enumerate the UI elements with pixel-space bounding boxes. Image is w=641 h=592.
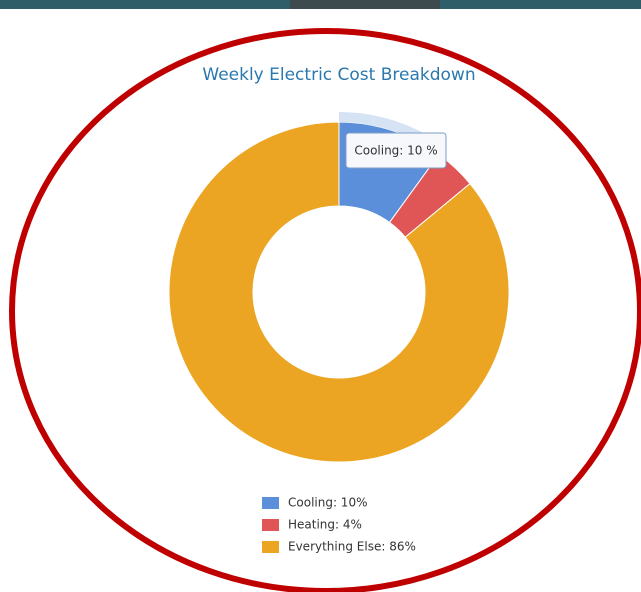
- legend-swatch: [262, 519, 279, 531]
- annotation-circle: [9, 28, 641, 592]
- legend-label: Heating: 4%: [288, 518, 362, 532]
- legend-swatch: [262, 497, 279, 509]
- legend-label: Cooling: 10%: [288, 496, 367, 510]
- slice: [168, 121, 510, 463]
- tooltip-box: [345, 132, 447, 169]
- slice-highlight: [339, 112, 445, 155]
- chart-title: Weekly Electric Cost Breakdown: [202, 65, 475, 85]
- legend-label: Everything Else: 86%: [288, 540, 416, 554]
- legend: Cooling: 10% Heating: 4% Everything Else: …: [262, 496, 416, 554]
- top-strip-dark: [290, 0, 440, 9]
- tooltip: Cooling: 10 %: [345, 132, 447, 169]
- donut: [168, 112, 510, 463]
- legend-swatch: [262, 541, 279, 553]
- tooltip-text: Cooling: 10 %: [354, 144, 437, 158]
